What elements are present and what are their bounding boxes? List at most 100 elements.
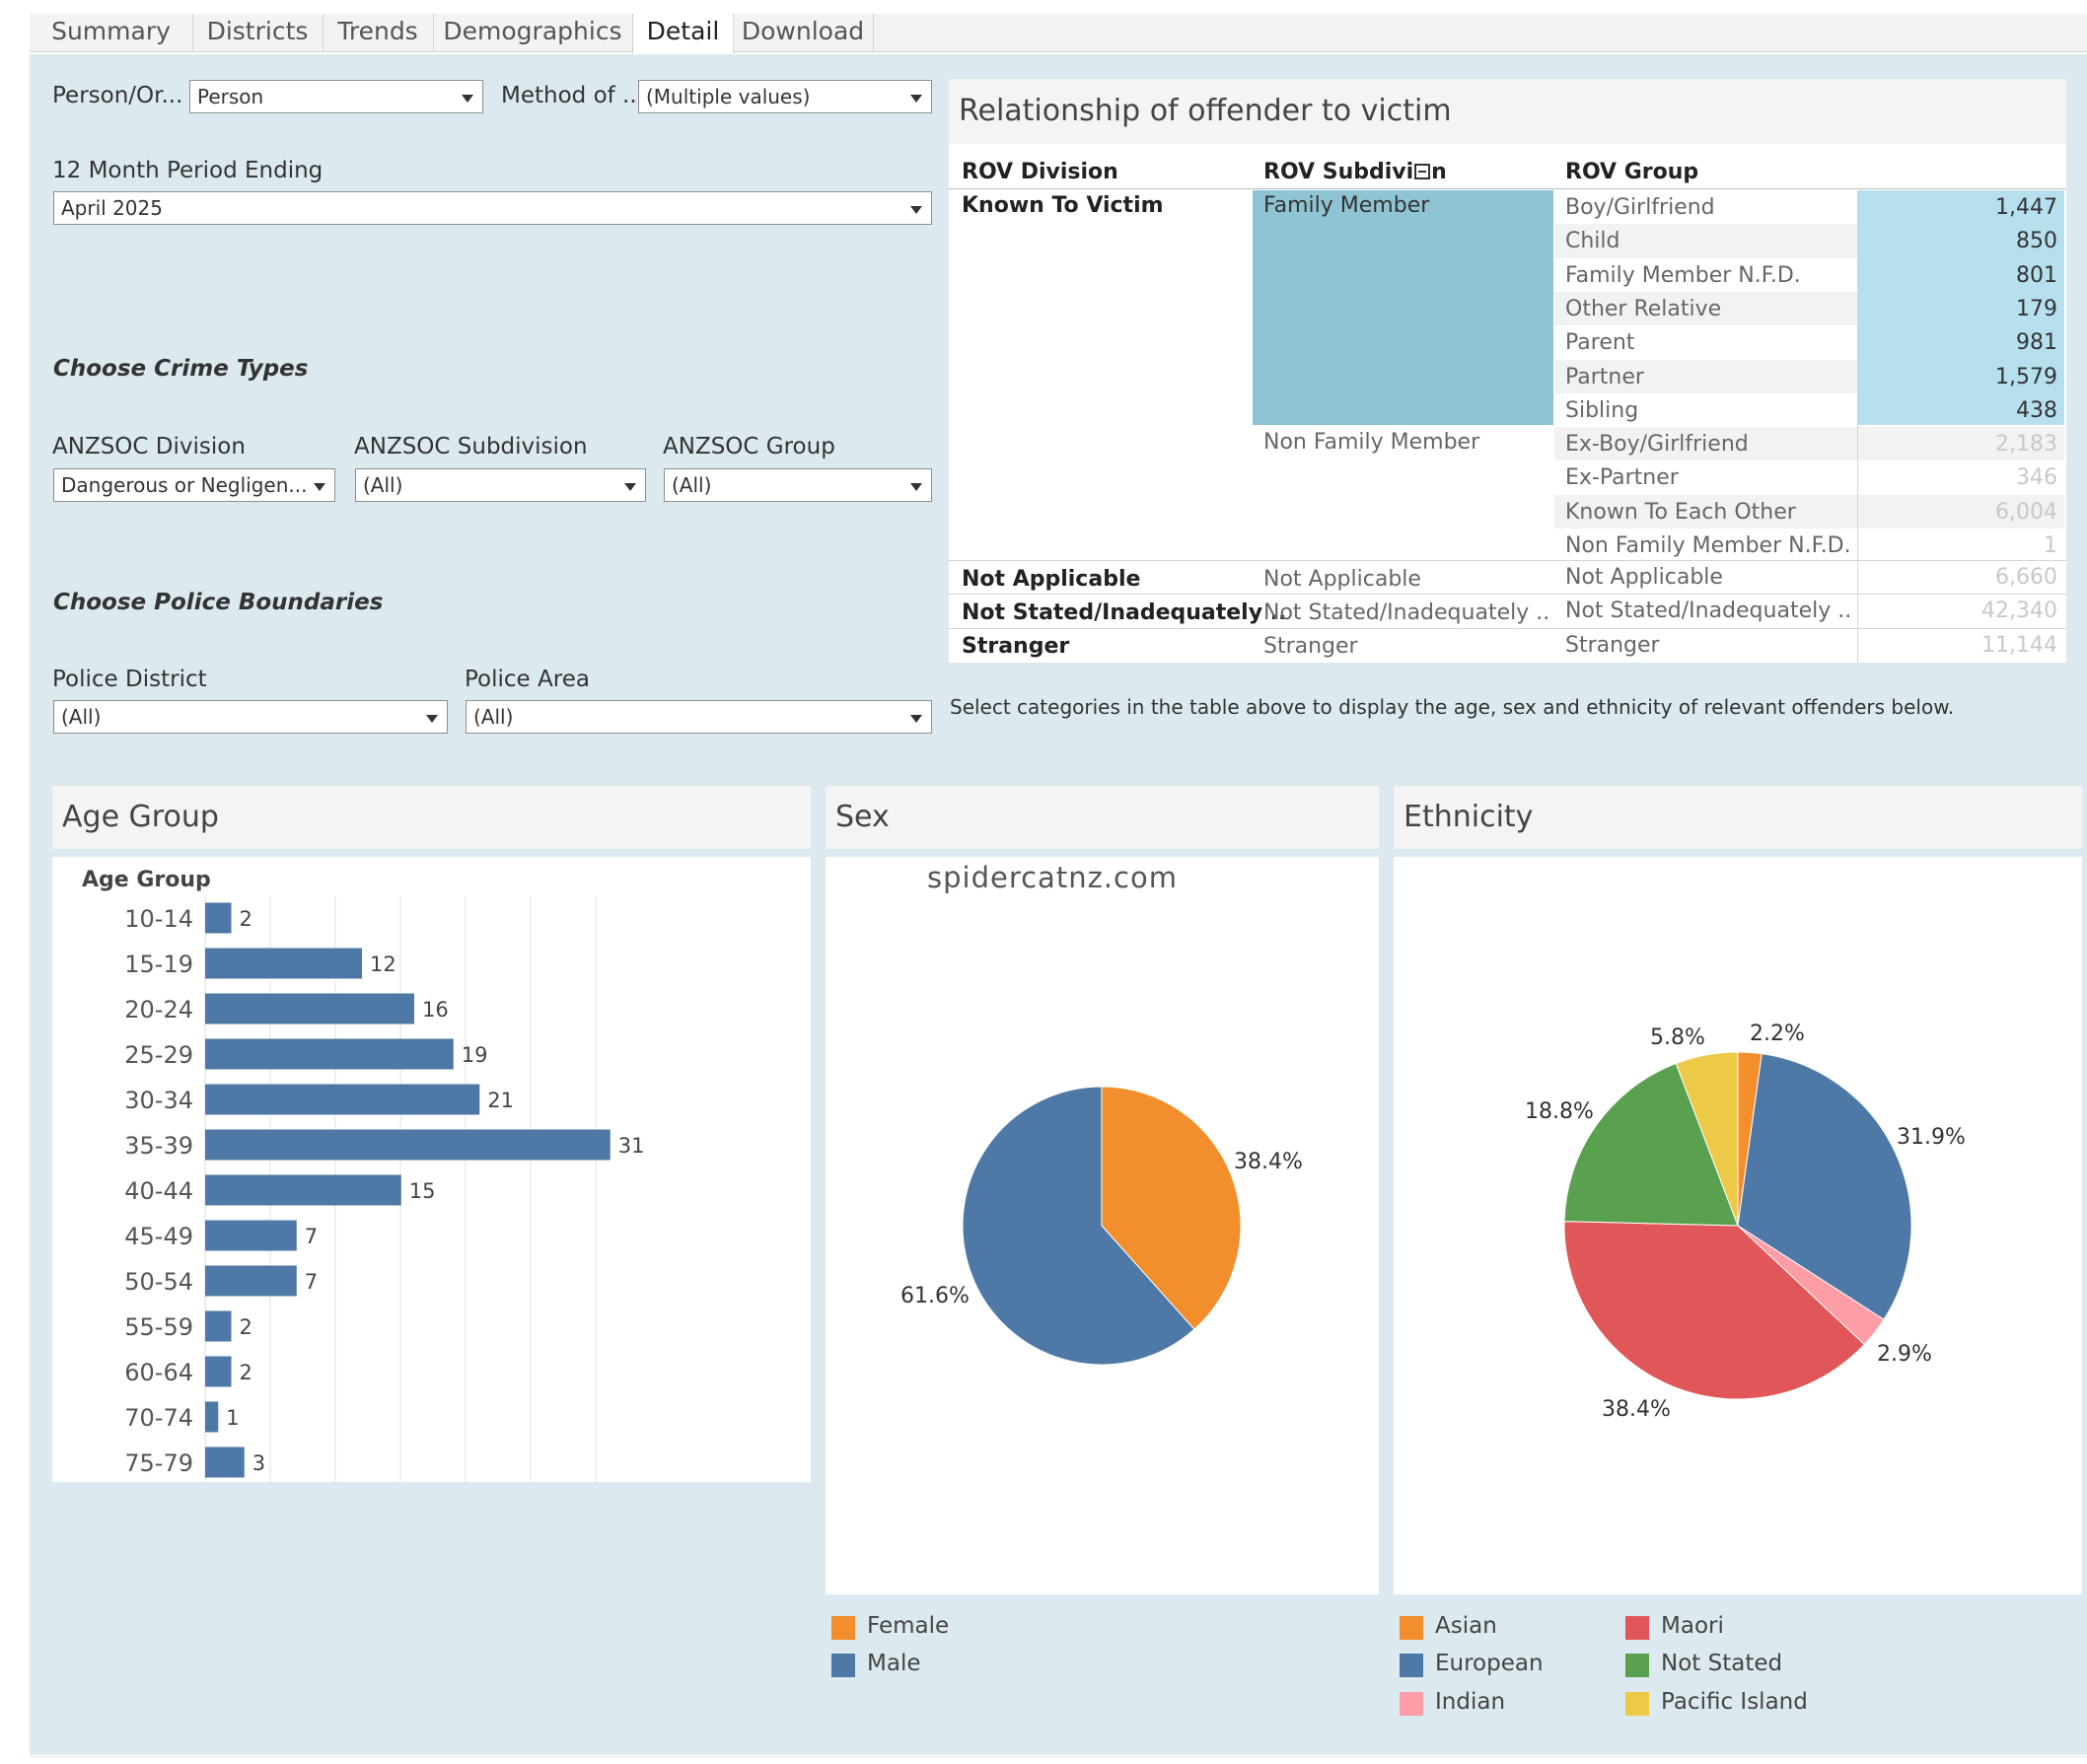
division-not-stated[interactable]: Not Stated/Inadequately .. — [962, 600, 1287, 625]
sex-gap — [826, 849, 1379, 857]
anzsoc-division-select[interactable]: Dangerous or Negligen... — [53, 468, 335, 502]
subdivision-non-family-member[interactable]: Non Family Member — [1263, 430, 1480, 455]
legend-swatch-male[interactable] — [831, 1654, 855, 1677]
person-org-select[interactable]: Person — [189, 80, 483, 113]
rov-group-partner[interactable]: Partner — [1565, 364, 1644, 389]
anzsoc-group-value: (All) — [672, 473, 712, 497]
legend-swatch-asian[interactable] — [1400, 1616, 1423, 1640]
chevron-down-icon — [624, 483, 636, 491]
legend-label-female[interactable]: Female — [867, 1613, 950, 1639]
age-data-label: 31 — [618, 1134, 645, 1158]
age-data-label: 15 — [409, 1179, 436, 1203]
watermark: spidercatnz.com — [927, 861, 1178, 894]
rov-group-stranger[interactable]: Stranger — [1565, 633, 1660, 658]
legend-label-not-stated[interactable]: Not Stated — [1661, 1651, 1783, 1676]
legend-label-maori[interactable]: Maori — [1661, 1613, 1724, 1639]
subdivision-not-applicable[interactable]: Not Applicable — [1263, 567, 1421, 592]
eth-slice-maori — [1563, 1221, 1866, 1400]
rov-value-boy-girlfriend[interactable]: 1,447 — [1995, 195, 2057, 220]
period-value: April 2025 — [61, 196, 163, 220]
police-area-select[interactable]: (All) — [466, 700, 932, 734]
subdivision-stranger[interactable]: Stranger — [1263, 634, 1358, 659]
sex-pie-chart: 38.4% 61.6% — [900, 1086, 1303, 1366]
legend-swatch-pacific-island[interactable] — [1625, 1692, 1649, 1716]
ethnicity-pie-chart: 2.2% 31.9% 2.9% 38.4% 18.8% 5.8% — [1525, 1022, 1966, 1422]
tab-download[interactable]: Download — [733, 14, 874, 51]
age-tick-label: 70-74 — [124, 1404, 193, 1432]
tab-districts[interactable]: Districts — [192, 14, 324, 51]
age-bar-20-24 — [205, 993, 414, 1024]
tab-detail[interactable]: Detail — [632, 14, 734, 53]
method-select[interactable]: (Multiple values) — [638, 80, 932, 113]
legend-swatch-maori[interactable] — [1625, 1616, 1649, 1640]
age-tick-label: 30-34 — [124, 1087, 193, 1114]
method-label: Method of ... — [501, 83, 644, 108]
legend-label-male[interactable]: Male — [867, 1651, 921, 1676]
rov-group-not-stated-inadequately[interactable]: Not Stated/Inadequately .. — [1565, 599, 1852, 623]
legend-label-pacific-island[interactable]: Pacific Island — [1661, 1689, 1808, 1715]
period-select[interactable]: April 2025 — [53, 191, 932, 225]
rov-value-ex-boy-girlfriend[interactable]: 2,183 — [1995, 432, 2057, 458]
rov-value-parent[interactable]: 981 — [2016, 330, 2057, 356]
anzsoc-subdivision-value: (All) — [363, 473, 403, 497]
legend-label-indian[interactable]: Indian — [1435, 1689, 1506, 1715]
division-not-applicable[interactable]: Not Applicable — [962, 567, 1141, 592]
boundaries-heading: Choose Police Boundaries — [53, 590, 384, 615]
collapse-icon-bar — [1418, 171, 1427, 173]
rov-value-ex-partner[interactable]: 346 — [2016, 465, 2057, 491]
chevron-down-icon — [910, 95, 922, 103]
rov-value-stranger[interactable]: 11,144 — [1981, 633, 2057, 658]
age-data-label: 3 — [252, 1451, 265, 1475]
rov-value-non-family-member-n-f-d[interactable]: 1 — [2044, 533, 2057, 558]
rov-group-ex-boy-girlfriend[interactable]: Ex-Boy/Girlfriend — [1565, 432, 1749, 458]
family-member-highlight[interactable] — [1253, 190, 1553, 425]
subdivision-not-stated[interactable]: Not Stated/Inadequately .. — [1263, 600, 1550, 625]
rov-group-parent[interactable]: Parent — [1565, 330, 1635, 356]
subdivision-family-member[interactable]: Family Member — [1263, 193, 1430, 218]
age-data-label: 19 — [462, 1043, 488, 1067]
chevron-down-icon — [910, 715, 922, 723]
eth-data-label: 2.2% — [1750, 1022, 1805, 1046]
rov-value-sibling[interactable]: 438 — [2016, 397, 2057, 423]
age-data-label: 2 — [240, 1361, 252, 1384]
rov-group-non-family-member-n-f-d[interactable]: Non Family Member N.F.D. — [1565, 533, 1851, 558]
collapse-icon[interactable] — [1414, 164, 1431, 179]
anzsoc-subdivision-select[interactable]: (All) — [355, 468, 646, 502]
police-district-select[interactable]: (All) — [53, 700, 448, 734]
rov-value-family-member-n-f-d[interactable]: 801 — [2016, 262, 2057, 288]
rov-group-boy-girlfriend[interactable]: Boy/Girlfriend — [1565, 195, 1715, 220]
tab-trends[interactable]: Trends — [323, 14, 434, 51]
rov-group-other-relative[interactable]: Other Relative — [1565, 296, 1722, 321]
rov-group-child[interactable]: Child — [1565, 229, 1620, 254]
rov-value-known-to-each-other[interactable]: 6,004 — [1995, 499, 2057, 525]
chevron-down-icon — [462, 95, 473, 103]
rov-group-not-applicable[interactable]: Not Applicable — [1565, 565, 1723, 590]
legend-swatch-indian[interactable] — [1400, 1692, 1423, 1716]
rov-value-not-stated-inadequately[interactable]: 42,340 — [1981, 599, 2057, 623]
division-known-to-victim[interactable]: Known To Victim — [962, 193, 1164, 218]
rov-group-family-member-n-f-d[interactable]: Family Member N.F.D. — [1565, 262, 1801, 288]
legend-swatch-female[interactable] — [831, 1616, 855, 1640]
tab-summary[interactable]: Summary — [30, 14, 193, 51]
eth-slice-pacific-island — [1675, 1051, 1739, 1227]
rov-value-not-applicable[interactable]: 6,660 — [1995, 565, 2057, 590]
rov-value-other-relative[interactable]: 179 — [2016, 296, 2057, 321]
division-stranger[interactable]: Stranger — [962, 634, 1070, 659]
age-bar-15-19 — [205, 948, 362, 979]
rov-value-partner[interactable]: 1,579 — [1995, 364, 2057, 389]
rov-group-known-to-each-other[interactable]: Known To Each Other — [1565, 499, 1796, 525]
tab-demographics[interactable]: Demographics — [433, 14, 633, 51]
anzsoc-group-select[interactable]: (All) — [664, 468, 932, 502]
legend-label-european[interactable]: European — [1435, 1651, 1544, 1676]
crime-types-heading: Choose Crime Types — [53, 356, 309, 382]
legend-label-asian[interactable]: Asian — [1435, 1613, 1497, 1639]
rov-group-sibling[interactable]: Sibling — [1565, 397, 1639, 423]
legend-swatch-european[interactable] — [1400, 1654, 1423, 1677]
family-values-highlight[interactable] — [1857, 190, 2064, 425]
rov-group-ex-partner[interactable]: Ex-Partner — [1565, 465, 1679, 491]
rov-value-child[interactable]: 850 — [2016, 229, 2057, 254]
row-band — [1554, 494, 1857, 529]
chevron-down-icon — [910, 483, 922, 491]
legend-swatch-not-stated[interactable] — [1625, 1654, 1649, 1677]
